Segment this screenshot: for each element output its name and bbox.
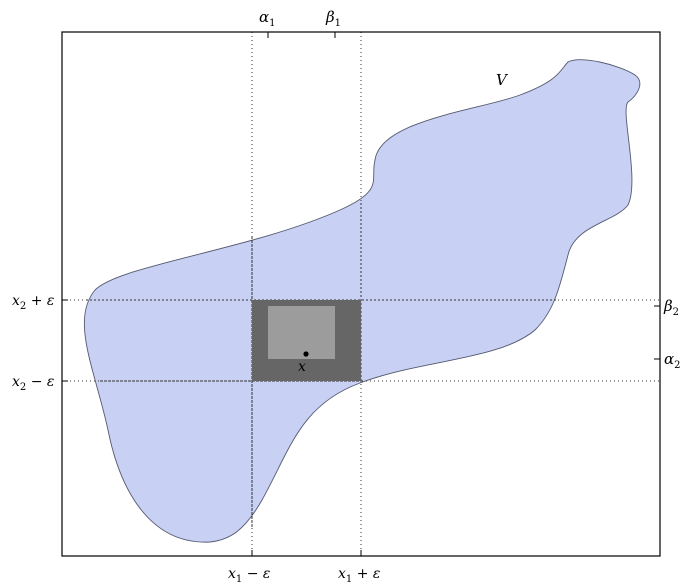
label-bottom-x1-minus-eps: x1 − ε <box>228 566 270 583</box>
point-x <box>303 351 309 357</box>
label-top-alpha1: α1 <box>259 8 276 29</box>
inner-square <box>268 306 335 359</box>
label-left-x2-minus-eps: x2 − ε <box>12 374 54 393</box>
label-bottom-x1-plus-eps: x1 + ε <box>338 566 380 583</box>
point-x-label: x <box>298 359 306 375</box>
label-right-alpha2: α2 <box>664 350 681 371</box>
label-top-beta1: β1 <box>325 8 341 29</box>
region-v-label: V <box>496 71 509 89</box>
ticks <box>62 32 660 556</box>
label-right-beta2: β2 <box>663 297 679 318</box>
label-left-x2-plus-eps: x2 + ε <box>12 293 54 312</box>
region-v <box>83 59 641 543</box>
